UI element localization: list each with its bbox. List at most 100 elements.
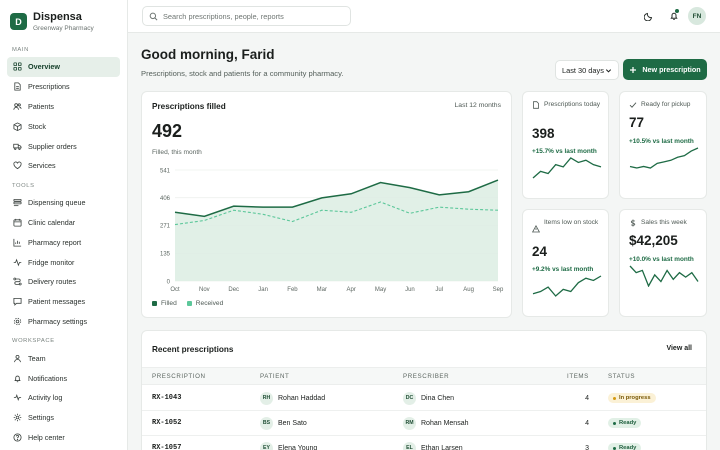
stat-value: 77 [629,115,645,130]
message-icon [13,298,22,306]
sidebar-item-clinic-calendar[interactable]: Clinic calendar [7,213,120,233]
sidebar-item-patients[interactable]: Patients [7,97,120,117]
users-icon [13,103,22,110]
nav-section-label: TOOLS [12,182,35,189]
column-header-prescriber[interactable]: PRESCRIBER [403,372,450,380]
sidebar-item-pharmacy-settings[interactable]: Pharmacy settings [7,312,120,332]
stat-card-ready-for-pickup[interactable]: Ready for pickup 77 +10.5% vs last month [619,91,707,199]
sidebar-item-fridge-monitor[interactable]: Fridge monitor [7,252,120,272]
team-icon [14,354,21,362]
sidebar-item-settings[interactable]: Settings [7,408,120,428]
stat-value: $42,205 [629,233,678,248]
x-tick-label: Oct [170,287,180,293]
sidebar-item-overview[interactable]: Overview [7,57,120,77]
chart-legend: Filled Received [152,300,233,307]
route-icon [13,277,22,286]
sidebar-item-label: Supplier orders [28,141,77,151]
column-header-items[interactable]: ITEMS [567,372,589,380]
chart-range: Last 12 months [454,102,501,109]
prescriber-name: Dina Chen [421,394,455,402]
stat-delta: +9.2% vs last month [532,266,594,273]
table-row[interactable]: RX-1052 BS Ben Sato RM Rohan Mensah 4 Read… [142,411,706,436]
items-count: 3 [585,444,589,450]
search-input[interactable] [163,11,343,21]
sidebar-item-notifications[interactable]: Notifications [7,368,120,388]
stat-card-prescriptions-today[interactable]: Prescriptions today 398 +15.7% vs last m… [522,91,609,199]
column-header-patient[interactable]: PATIENT [260,372,290,380]
stat-value: 398 [532,126,555,141]
search-box[interactable] [142,6,351,26]
prescriber-cell: DC Dina Chen [403,386,454,410]
series-line-received [174,201,499,226]
brand-logo: D [10,13,27,30]
stat-delta: +10.0% vs last month [629,256,694,263]
prescriber-avatar: RM [403,416,416,430]
stat-delta: +15.7% vs last month [532,148,597,155]
patient-cell: RH Rohan Haddad [260,386,325,410]
patient-avatar: BS [260,416,273,430]
stat-card-items-low-on-stock[interactable]: Items low on stock 24 +9.2% vs last mont… [522,209,609,317]
table-row[interactable]: RX-1043 RH Rohan Haddad DC Dina Chen 4 In … [142,386,706,411]
sidebar-item-label: Activity log [28,393,63,403]
sidebar-item-activity-log[interactable]: Activity log [7,388,120,408]
sparkline-path [532,275,602,297]
sidebar-item-help-center[interactable]: Help center [7,428,120,448]
table-row[interactable]: RX-1057 EY Elena Young EL Ethan Larsen 3 R… [142,436,706,450]
user-avatar[interactable]: FN [688,7,706,25]
sidebar-item-label: Overview [28,62,60,72]
chart-title: Prescriptions filled [152,102,226,111]
series-line-filled [174,179,499,218]
brand[interactable]: D Dispensa Greenway Pharmacy [0,0,127,40]
new-prescription-label: New prescription [642,65,701,74]
y-tick-label: 0 [167,279,171,285]
x-tick-label: Jun [405,287,415,293]
chart-total: 492 [152,121,183,141]
prescription-id: RX-1057 [152,444,182,450]
legend-label-received: Received [195,300,224,307]
items-count: 4 [585,419,589,427]
sidebar-item-label: Settings [28,413,54,423]
sidebar-item-stock[interactable]: Stock [7,116,120,136]
page-title: Good morning, Farid [141,47,275,62]
stat-delta: +10.5% vs last month [629,138,694,145]
patient-name: Rohan Haddad [278,394,326,402]
stat-card-sales-this-week[interactable]: Sales this week $42,205 +10.0% vs last m… [619,209,707,317]
stat-sparkline [629,147,699,169]
recent-prescriptions-card: Recent prescriptions View all PRESCRIPTI… [141,330,707,450]
nav-section-label: MAIN [12,47,29,53]
bell-icon [14,375,21,382]
column-header-status[interactable]: STATUS [608,372,636,380]
notifications-button[interactable] [665,7,682,24]
date-range-select[interactable]: Last 30 days [555,60,619,80]
sparkline-path [629,147,699,169]
stat-label: Prescriptions today [544,101,601,108]
column-header-prescription[interactable]: PRESCRIPTION [152,372,206,380]
sidebar-nav: MAIN Overview Prescriptions Patients Stock Su… [0,43,127,447]
theme-toggle-button[interactable] [640,7,657,24]
prescriber-name: Rohan Mensah [421,419,469,427]
queue-icon [13,199,22,207]
filled-area [175,180,498,281]
status-badge: Ready [608,418,642,428]
x-tick-label: Jul [435,287,443,293]
sidebar-item-services[interactable]: Services [7,156,120,176]
sidebar-item-supplier-orders[interactable]: Supplier orders [7,136,120,156]
sidebar-item-label: Patient messages [28,297,86,307]
date-range-label: Last 30 days [562,65,604,75]
prescriber-cell: RM Rohan Mensah [403,411,468,435]
help-icon [13,433,22,442]
view-all-link[interactable]: View all [666,345,692,352]
sidebar-item-pharmacy-report[interactable]: Pharmacy report [7,232,120,252]
notification-dot [675,9,679,13]
sidebar-item-prescriptions[interactable]: Prescriptions [7,77,120,97]
sidebar-item-label: Help center [28,432,65,442]
sidebar-item-patient-messages[interactable]: Patient messages [7,292,120,312]
y-tick-label: 541 [160,168,171,174]
sidebar-item-dispensing-queue[interactable]: Dispensing queue [7,193,120,213]
settings-icon [13,413,22,422]
dollar-icon [630,219,636,227]
patient-name: Ben Sato [278,419,307,427]
new-prescription-button[interactable]: New prescription [623,59,707,80]
sidebar-item-delivery-routes[interactable]: Delivery routes [7,272,120,292]
sidebar-item-team[interactable]: Team [7,348,120,368]
